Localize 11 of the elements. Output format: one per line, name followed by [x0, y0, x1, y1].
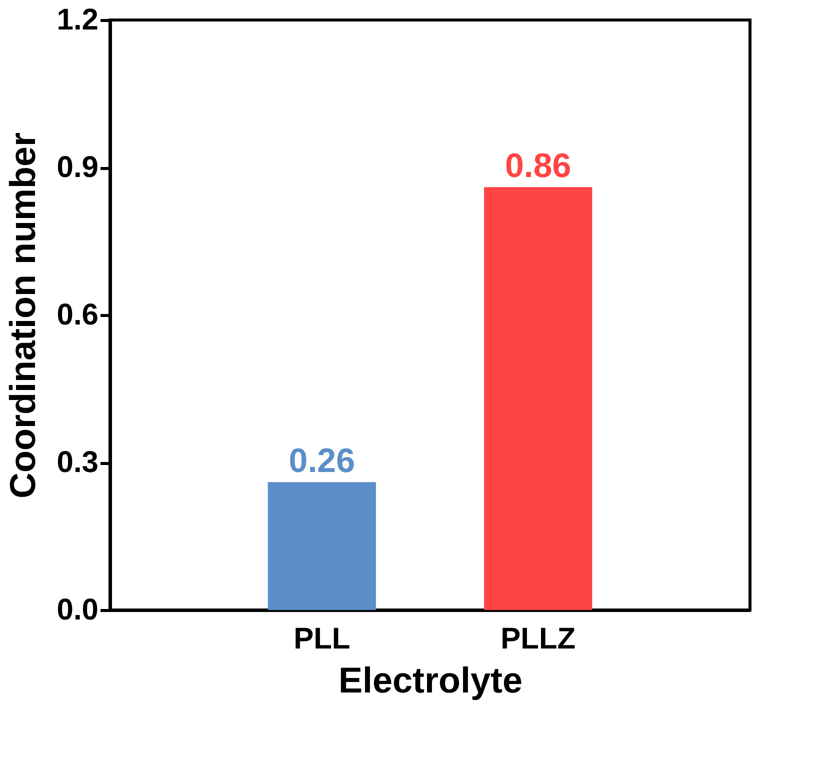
y-tick-label: 0.0: [56, 594, 98, 626]
x-tick-label: PLL: [294, 622, 350, 656]
y-tick-label: 0.6: [56, 298, 98, 332]
y-tick-label: 0.3: [56, 446, 98, 479]
data-label: 0.26: [288, 442, 355, 480]
x-axis-title: Electrolyte: [338, 660, 523, 700]
y-tick-label: 0.9: [56, 151, 98, 184]
y-tick-label: 1.2: [56, 4, 98, 36]
data-label: 0.86: [505, 147, 572, 186]
y-axis-title: Coordination number: [2, 132, 43, 498]
x-tick-label: PLLZ: [500, 622, 576, 656]
